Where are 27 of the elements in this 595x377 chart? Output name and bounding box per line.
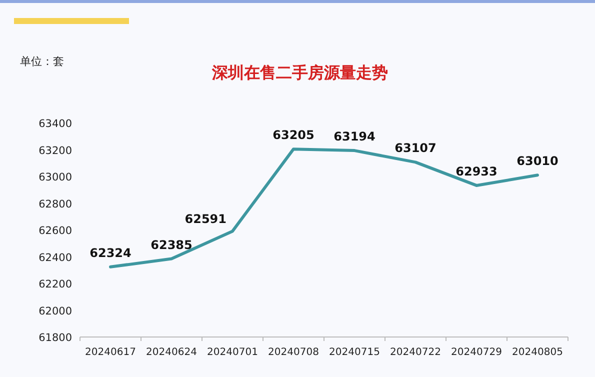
x-tick-label: 20240708 bbox=[268, 347, 319, 358]
data-label: 62385 bbox=[150, 238, 192, 252]
y-tick-label: 63000 bbox=[38, 172, 72, 184]
y-tick-label: 61800 bbox=[38, 332, 72, 344]
y-tick-label: 62600 bbox=[38, 225, 72, 237]
x-tick-label: 20240701 bbox=[207, 347, 258, 358]
data-label: 63010 bbox=[516, 154, 558, 168]
x-tick-label: 20240617 bbox=[85, 347, 136, 358]
y-tick-label: 63400 bbox=[38, 118, 72, 130]
x-tick-label: 20240624 bbox=[146, 347, 197, 358]
x-tick-label: 20240715 bbox=[329, 347, 380, 358]
data-label: 62933 bbox=[456, 164, 498, 178]
text: 单位：套 bbox=[20, 55, 64, 68]
data-label: 62324 bbox=[90, 246, 132, 260]
x-tick-label: 20240805 bbox=[512, 347, 563, 358]
data-label: 62591 bbox=[184, 212, 226, 226]
y-tick-label: 62200 bbox=[38, 278, 72, 290]
data-label: 63107 bbox=[394, 141, 436, 156]
y-tick-label: 62400 bbox=[38, 252, 72, 264]
x-tick-label: 20240722 bbox=[390, 347, 441, 358]
y-tick-label: 62800 bbox=[38, 198, 72, 210]
y-tick-label: 62000 bbox=[38, 305, 72, 318]
chart-title: 深圳在售二手房源量走势 bbox=[211, 63, 388, 82]
x-tick-label: 20240729 bbox=[451, 347, 502, 358]
data-label: 63194 bbox=[334, 130, 376, 144]
data-label: 63205 bbox=[272, 128, 314, 142]
y-tick-label: 63200 bbox=[38, 144, 72, 157]
